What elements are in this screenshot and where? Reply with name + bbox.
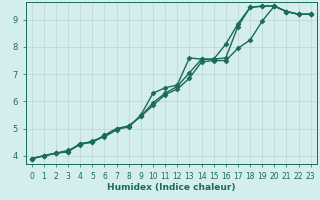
X-axis label: Humidex (Indice chaleur): Humidex (Indice chaleur) <box>107 183 236 192</box>
